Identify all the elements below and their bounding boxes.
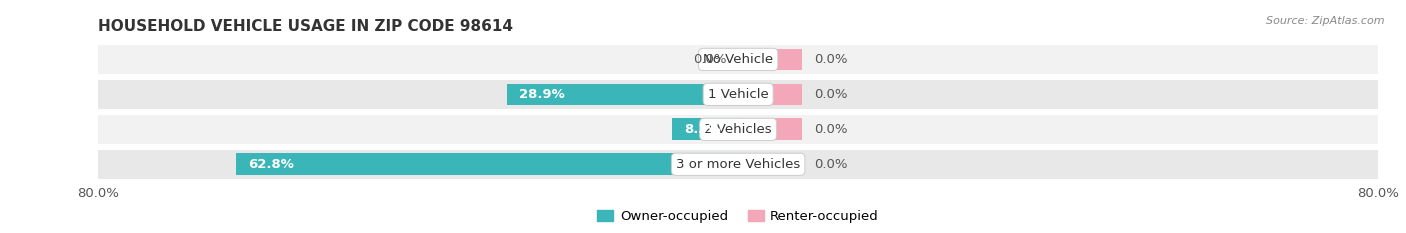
Text: HOUSEHOLD VEHICLE USAGE IN ZIP CODE 98614: HOUSEHOLD VEHICLE USAGE IN ZIP CODE 9861… [98,19,513,34]
Bar [98,115,1378,144]
Bar [738,118,801,140]
Text: 0.0%: 0.0% [693,53,725,66]
Text: 3 or more Vehicles: 3 or more Vehicles [676,158,800,171]
Bar [98,45,1378,74]
Text: 0.0%: 0.0% [814,123,848,136]
Text: 1 Vehicle: 1 Vehicle [707,88,769,101]
Text: 2 Vehicles: 2 Vehicles [704,123,772,136]
Text: 8.3%: 8.3% [683,123,720,136]
Bar [738,49,801,70]
Bar [738,154,801,175]
Bar [672,118,738,140]
Text: 28.9%: 28.9% [519,88,565,101]
Text: 0.0%: 0.0% [814,158,848,171]
Bar [738,84,801,105]
Text: 0.0%: 0.0% [814,88,848,101]
Bar [98,80,1378,109]
Text: Source: ZipAtlas.com: Source: ZipAtlas.com [1267,16,1385,26]
Bar [508,84,738,105]
Legend: Owner-occupied, Renter-occupied: Owner-occupied, Renter-occupied [592,204,884,228]
Text: No Vehicle: No Vehicle [703,53,773,66]
Text: 62.8%: 62.8% [247,158,294,171]
Bar [98,150,1378,179]
Bar [236,154,738,175]
Text: 0.0%: 0.0% [814,53,848,66]
